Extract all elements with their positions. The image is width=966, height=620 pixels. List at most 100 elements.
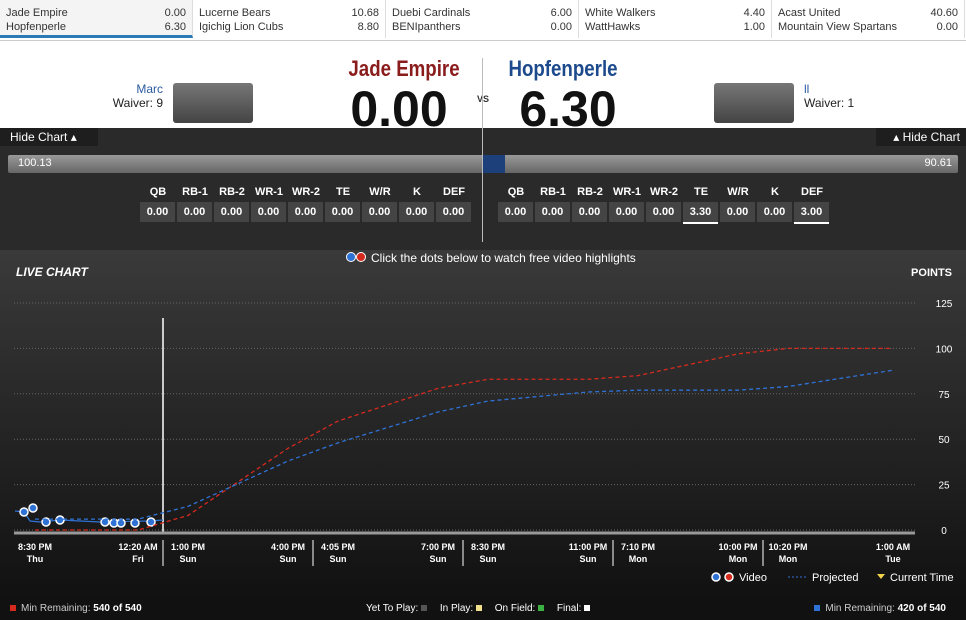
team-name: Igichig Lion Cubs: [199, 21, 284, 33]
position: RB-1: [182, 186, 208, 198]
team-name: Hopfenperle: [508, 56, 618, 81]
min-remaining: Min Remaining: 540 of 540: [10, 603, 142, 614]
waiver: Waiver: 9: [112, 96, 163, 110]
team-row: Lucerne Bears 10.68: [199, 7, 379, 21]
slot-score: 0.00: [535, 202, 570, 222]
label: Yet To Play:: [366, 603, 419, 614]
x-tick-label: Mon: [729, 554, 748, 564]
team-score: 6.30: [164, 21, 186, 33]
position: TE: [335, 186, 351, 198]
slot-score: 0.00: [140, 202, 175, 222]
slot-score: 0.00: [399, 202, 434, 222]
team-name: WattHawks: [585, 21, 641, 33]
position: TE: [693, 186, 709, 198]
x-tick-label: 8:30 PM: [18, 542, 52, 552]
x-tick-label: Mon: [779, 554, 798, 564]
value: 420 of 540: [897, 603, 946, 614]
x-tick-label: 12:20 AM: [118, 542, 157, 552]
x-tick-label: 10:00 PM: [718, 542, 757, 552]
position: DEF: [443, 186, 465, 198]
team-score: 6.00: [550, 7, 572, 19]
helmet: [714, 83, 794, 123]
projection: 90.61: [924, 157, 952, 169]
team-name: Jade Empire: [6, 7, 68, 19]
team-row: Duebi Cardinals 6.00: [392, 7, 572, 21]
x-tick-label: Thu: [27, 554, 44, 564]
team-score: 0.00: [350, 81, 448, 137]
x-tick-label: 8:30 PM: [471, 542, 505, 552]
slot-score: 0.00: [214, 202, 249, 222]
chart-title: LIVE CHART: [16, 265, 89, 279]
team-row: Igichig Lion Cubs 8.80: [199, 21, 379, 35]
label: On Field:: [494, 603, 536, 614]
slot-score: 0.00: [609, 202, 644, 222]
slot-score: 0.00: [325, 202, 360, 222]
position: W/R: [369, 186, 391, 198]
legend-swatch: [877, 574, 885, 579]
position: RB-2: [577, 186, 603, 198]
label: Hide Chart: [10, 130, 68, 144]
x-tick-label: 1:00 PM: [171, 542, 205, 552]
position: WR-2: [291, 186, 321, 198]
label: Min Remaining:: [21, 603, 91, 614]
x-tick-label: 4:00 PM: [271, 542, 305, 552]
hide-chart[interactable]: ▴ Hide Chart: [876, 128, 966, 146]
team-row: White Walkers 4.40: [585, 7, 765, 21]
position: RB-2: [219, 186, 245, 198]
x-tick-label: Fri: [132, 554, 144, 564]
team-row: Mountain View Spartans 0.00: [778, 21, 958, 35]
legend-label: Projected: [812, 572, 858, 584]
x-tick-label: Sun: [580, 554, 597, 564]
position: RB-1: [540, 186, 566, 198]
owner: Marc: [136, 82, 163, 96]
video-dots[interactable]: [19, 503, 156, 528]
value: 540 of 540: [93, 603, 142, 614]
slot-score: 0.00: [288, 202, 323, 222]
team-score: 0.00: [936, 21, 958, 33]
x-tick-label: Sun: [430, 554, 447, 564]
status-legend: Yet To Play: In Play: On Field: Final:: [366, 603, 591, 614]
y-tick-label: 50: [938, 435, 950, 446]
slot-score: 0.00: [436, 202, 471, 222]
slot-score: 0.00: [720, 202, 755, 222]
matchup[interactable]: Duebi Cardinals 6.00 BENIpanthers 0.00: [386, 0, 579, 38]
team-name: White Walkers: [585, 7, 656, 19]
divider: [482, 58, 483, 242]
chart-bg: [0, 250, 966, 598]
slot-score: 0.00: [757, 202, 792, 222]
matchup[interactable]: White Walkers 4.40 WattHawks 1.00: [579, 0, 772, 38]
y-tick-label: 0: [941, 526, 947, 537]
x-tick-label: 11:00 PM: [569, 542, 608, 552]
position: QB: [507, 186, 525, 198]
team-name: Mountain View Spartans: [778, 21, 898, 33]
y-tick-label: 100: [936, 344, 953, 355]
label: In Play:: [439, 603, 474, 614]
team-name: Jade Empire: [348, 56, 460, 81]
label: Final:: [556, 603, 582, 614]
min-remaining: Min Remaining: 420 of 540: [814, 603, 946, 614]
team-score: 0.00: [164, 7, 186, 19]
owner: ll: [804, 82, 810, 96]
ticker: Jade Empire 0.00 Hopfenperle 6.30 Lucerne Be…: [0, 0, 966, 41]
slot-score: 0.00: [646, 202, 681, 222]
matchup[interactable]: Lucerne Bears 10.68 Igichig Lion Cubs 8.80: [193, 0, 386, 38]
matchup[interactable]: Acast United 40.60 Mountain View Spartans 0…: [772, 0, 965, 38]
hide-chart[interactable]: Hide Chart ▴: [0, 128, 98, 146]
video-hint: Click the dots below to watch free video…: [346, 251, 636, 265]
slot-score: 0.00: [362, 202, 397, 222]
position: K: [771, 186, 779, 198]
position: W/R: [727, 186, 749, 198]
x-tick-label: Tue: [885, 554, 900, 564]
x-tick-label: 7:00 PM: [421, 542, 455, 552]
position: WR-1: [612, 186, 642, 198]
team-row: Acast United 40.60: [778, 7, 958, 21]
slot-score: 0.00: [251, 202, 286, 222]
matchup[interactable]: Jade Empire 0.00 Hopfenperle 6.30: [0, 0, 193, 38]
team-name: Acast United: [778, 7, 841, 19]
x-tick-label: 4:05 PM: [321, 542, 355, 552]
label: Min Remaining:: [825, 603, 895, 614]
team-score: 6.30: [519, 81, 617, 137]
legend-label: Current Time: [890, 572, 954, 584]
axis-label: POINTS: [911, 267, 952, 279]
